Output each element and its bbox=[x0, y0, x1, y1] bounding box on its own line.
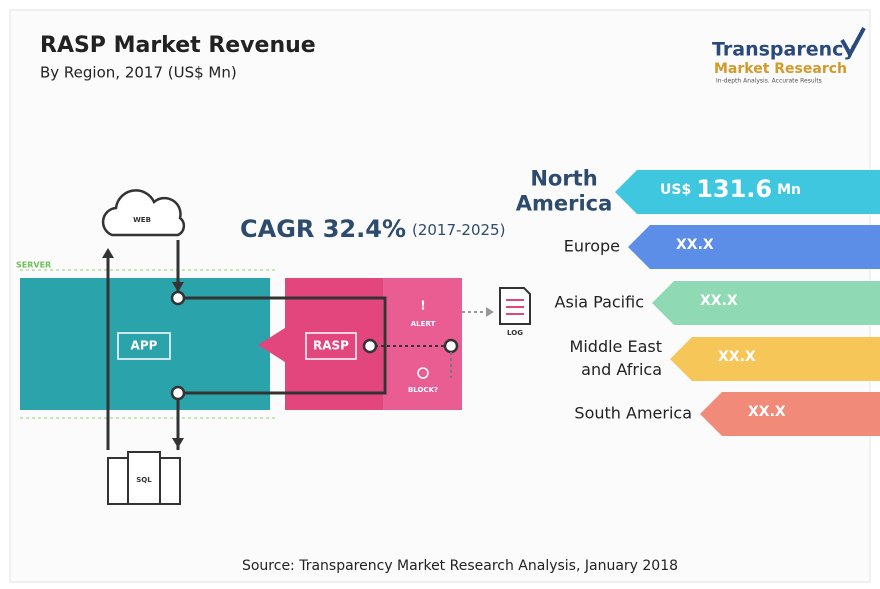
region-name: and Africa bbox=[581, 360, 662, 379]
source: Source: Transparency Market Research Ana… bbox=[242, 558, 678, 574]
cagr-value: CAGR 32.4% bbox=[240, 215, 406, 243]
node bbox=[172, 387, 184, 399]
value-part: XX.X bbox=[676, 237, 714, 253]
region-name: Asia Pacific bbox=[555, 293, 644, 312]
sql-label: SQL bbox=[136, 476, 152, 484]
value-part: US$ bbox=[660, 182, 691, 198]
value-part: XX.X bbox=[718, 349, 756, 365]
title: RASP Market Revenue bbox=[40, 33, 316, 58]
server-label: SERVER bbox=[16, 261, 51, 270]
infographic: RASP Market Revenue By Region, 2017 (US$… bbox=[0, 0, 880, 589]
log-label: LOG bbox=[507, 329, 523, 337]
subtitle: By Region, 2017 (US$ Mn) bbox=[40, 64, 237, 82]
alert-label: ALERT bbox=[411, 320, 436, 328]
region-arrow bbox=[652, 281, 880, 325]
value-part: 131.6 bbox=[696, 175, 772, 203]
region-value: XX.X bbox=[748, 404, 786, 420]
logo-text: Transparency bbox=[712, 39, 856, 61]
logo-text: Market Research bbox=[714, 61, 847, 77]
region-name: Europe bbox=[564, 237, 620, 256]
cagr-period: (2017-2025) bbox=[412, 221, 505, 239]
region-value: XX.X bbox=[718, 349, 756, 365]
web-label: WEB bbox=[133, 216, 151, 224]
rasp-label: RASP bbox=[313, 339, 349, 353]
region-arrow bbox=[628, 225, 880, 269]
value-part: XX.X bbox=[748, 404, 786, 420]
node bbox=[445, 340, 457, 352]
region-name: America bbox=[516, 192, 613, 216]
region-value: XX.X bbox=[676, 237, 714, 253]
region-name: North bbox=[530, 167, 597, 191]
node bbox=[172, 292, 184, 304]
region-name: Middle East bbox=[570, 337, 662, 356]
value-part: XX.X bbox=[700, 293, 738, 309]
node bbox=[364, 340, 376, 352]
alert-icon: ! bbox=[420, 299, 425, 313]
region-name: South America bbox=[574, 404, 692, 423]
logo-tagline: In-depth Analysis. Accurate Results bbox=[716, 78, 822, 85]
region-arrow bbox=[670, 337, 880, 381]
region-arrow bbox=[700, 392, 880, 436]
region-value: XX.X bbox=[700, 293, 738, 309]
block-label: BLOCK? bbox=[408, 386, 438, 394]
page: RASP Market Revenue By Region, 2017 (US$… bbox=[0, 0, 880, 589]
value-part: Mn bbox=[777, 182, 801, 198]
app-label: APP bbox=[131, 339, 158, 353]
